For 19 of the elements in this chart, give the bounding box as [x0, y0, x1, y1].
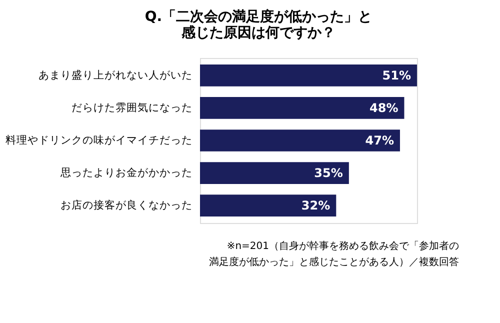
y-tick-label: だらけた雰囲気になった	[72, 102, 192, 114]
bar	[200, 97, 404, 119]
text: Q.「二次会の満足度が低かった」と	[144, 9, 372, 25]
data-label: 35%	[314, 166, 343, 180]
bar	[200, 194, 336, 216]
y-tick-label: あまり盛り上がれない人がいた	[38, 68, 192, 82]
bar	[200, 130, 400, 152]
text: ※n=201（自身が幹事を務める飲み会で「参加者の	[226, 240, 459, 252]
data-label: 48%	[370, 100, 398, 115]
text: 感じた原因は何ですか？	[182, 25, 336, 41]
data-label: 32%	[301, 198, 330, 213]
y-tick-label: 思ったよりお金がかかった	[60, 167, 192, 180]
y-tick-label: 料理やドリンクの味がイマイチだった	[6, 134, 192, 146]
y-tick-label: お店の接客が良くなかった	[60, 198, 192, 212]
text: 満足度が低かった」と感じたことがある人）／複数回答	[209, 256, 459, 268]
bar	[200, 64, 417, 86]
data-label: 51%	[382, 68, 411, 82]
bar	[200, 162, 349, 184]
data-label: 47%	[365, 134, 394, 148]
